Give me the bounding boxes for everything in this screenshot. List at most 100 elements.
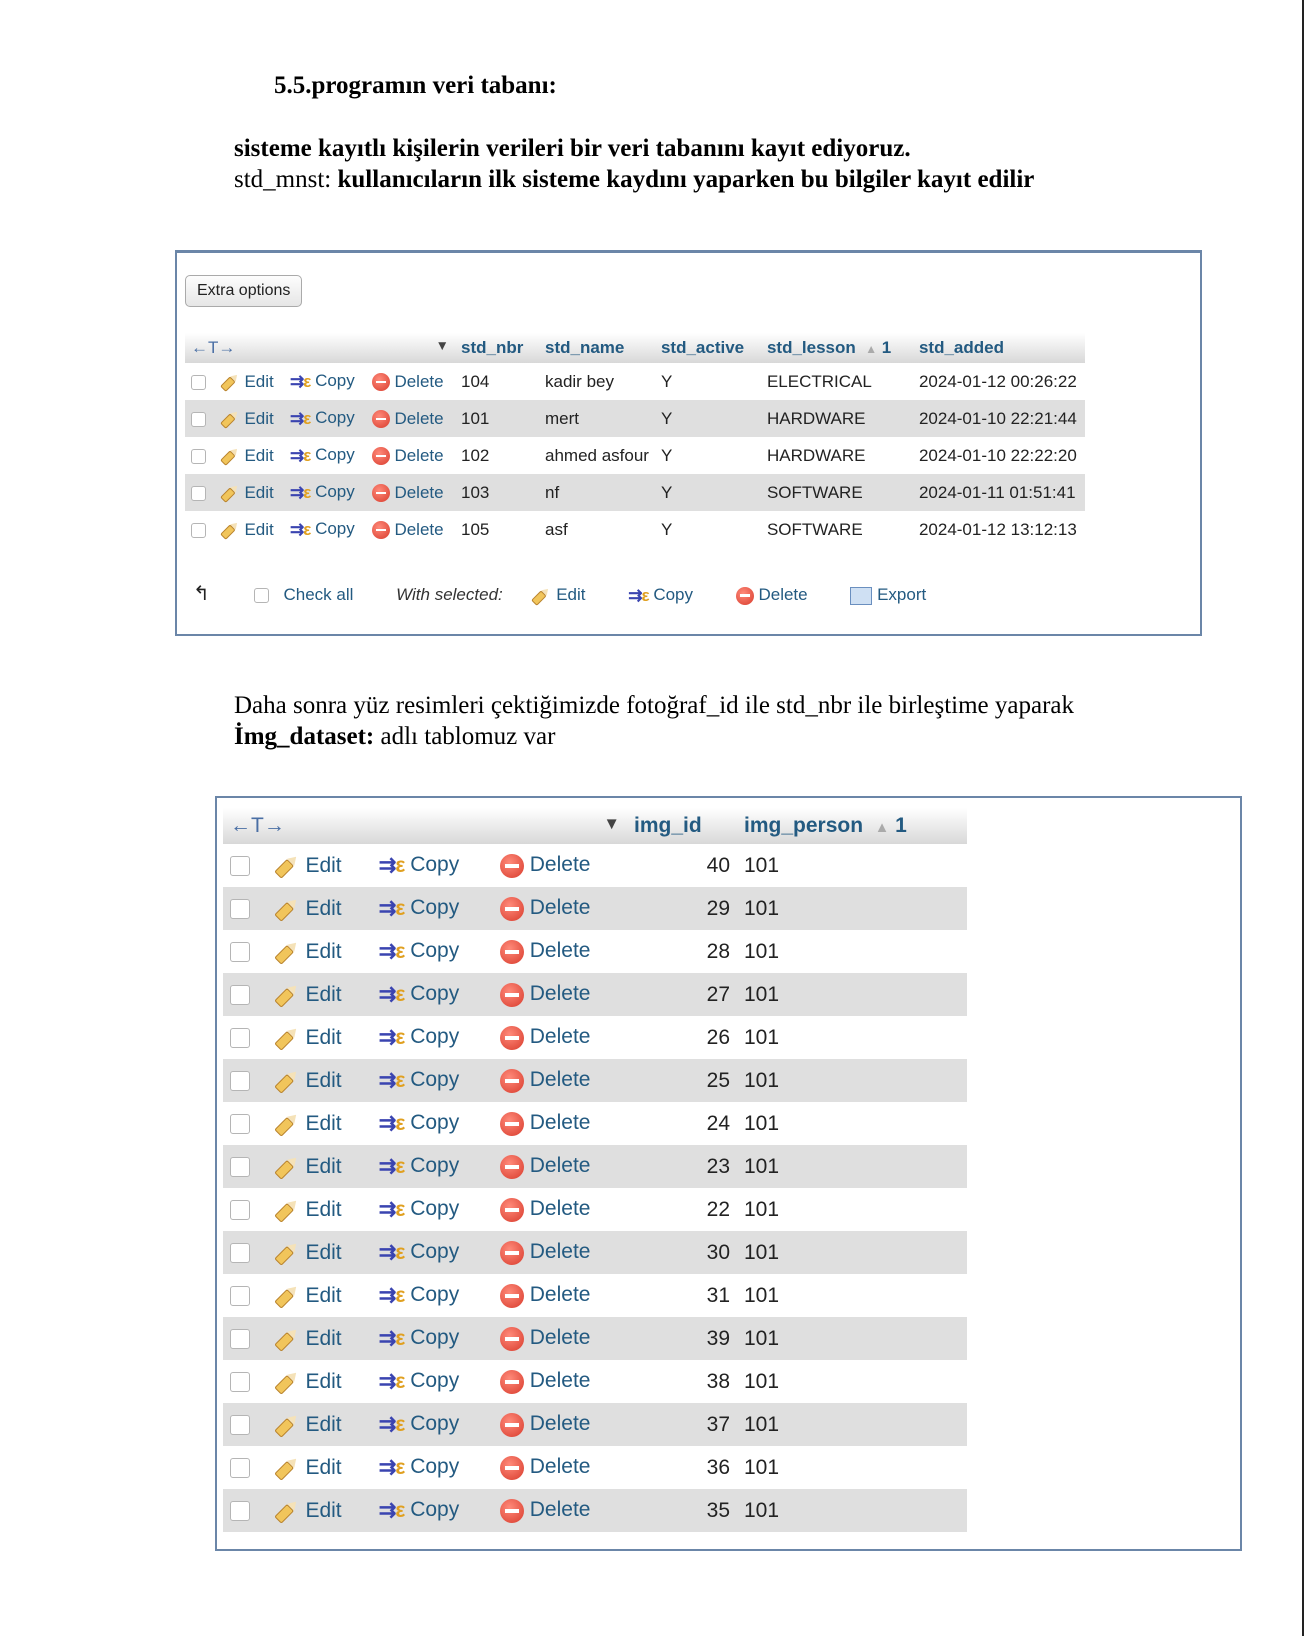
row-delete-link[interactable]: Delete [492, 1446, 627, 1489]
row-edit-link[interactable]: Edit [266, 1360, 372, 1403]
row-checkbox[interactable] [230, 1070, 250, 1091]
column-header-std-active[interactable]: std_active [654, 333, 761, 363]
row-checkbox[interactable] [230, 1285, 250, 1306]
row-delete-link[interactable]: Delete [492, 1403, 627, 1446]
row-copy-link[interactable]: ⇉ε Copy [371, 887, 493, 930]
row-copy-link[interactable]: ⇉ε Copy [371, 1016, 493, 1059]
row-checkbox[interactable] [230, 898, 250, 919]
row-edit-link[interactable]: Edit [266, 1145, 372, 1188]
row-edit-link[interactable]: Edit [266, 1231, 372, 1274]
row-copy-link[interactable]: ⇉ε Copy [371, 1317, 493, 1360]
row-checkbox[interactable] [230, 1156, 250, 1177]
row-edit-link[interactable]: Edit [266, 1016, 372, 1059]
row-copy-link[interactable]: ⇉ε Copy [371, 1446, 493, 1489]
row-checkbox[interactable] [230, 1027, 250, 1048]
row-copy-link[interactable]: ⇉ε Copy [284, 363, 366, 400]
row-checkbox[interactable] [191, 411, 206, 427]
column-header-std-name[interactable]: std_name [539, 333, 655, 363]
row-checkbox[interactable] [191, 448, 206, 464]
row-copy-link[interactable]: ⇉ε Copy [284, 400, 366, 437]
row-delete-link[interactable]: Delete [492, 1231, 627, 1274]
extra-options-button[interactable]: Extra options [185, 275, 303, 307]
bulk-delete-button[interactable]: Delete [735, 585, 808, 605]
row-copy-link[interactable]: ⇉ε Copy [371, 1102, 493, 1145]
row-copy-link[interactable]: ⇉ε Copy [371, 1231, 493, 1274]
row-checkbox[interactable] [230, 1500, 250, 1521]
row-delete-link[interactable]: Delete [492, 1059, 627, 1102]
row-delete-link[interactable]: Delete [365, 400, 455, 437]
row-copy-link[interactable]: ⇉ε Copy [284, 511, 366, 548]
row-checkbox[interactable] [191, 374, 206, 390]
row-delete-link[interactable]: Delete [365, 363, 455, 400]
row-delete-link[interactable]: Delete [492, 1360, 627, 1403]
column-header-img-id[interactable]: img_id [627, 808, 737, 844]
column-header-img-person[interactable]: img_person ▲ 1 [737, 808, 967, 844]
column-arrows-icon[interactable]: ←T→ [191, 338, 236, 357]
row-copy-link[interactable]: ⇉ε Copy [371, 1145, 493, 1188]
row-edit-link[interactable]: Edit [213, 363, 285, 400]
row-edit-link[interactable]: Edit [266, 973, 372, 1016]
row-checkbox[interactable] [230, 984, 250, 1005]
row-edit-link[interactable]: Edit [213, 474, 285, 511]
row-edit-link[interactable]: Edit [266, 1102, 372, 1145]
row-edit-link[interactable]: Edit [266, 887, 372, 930]
row-copy-link[interactable]: ⇉ε Copy [284, 437, 366, 474]
row-edit-link[interactable]: Edit [266, 930, 372, 973]
row-delete-link[interactable]: Delete [492, 1016, 627, 1059]
row-checkbox[interactable] [191, 485, 206, 501]
row-copy-link[interactable]: ⇉ε Copy [371, 1360, 493, 1403]
row-edit-link[interactable]: Edit [266, 1489, 372, 1532]
row-checkbox[interactable] [230, 1199, 250, 1220]
row-edit-link[interactable]: Edit [213, 400, 285, 437]
row-delete-link[interactable]: Delete [492, 887, 627, 930]
row-delete-link[interactable]: Delete [365, 474, 455, 511]
row-edit-link[interactable]: Edit [266, 1403, 372, 1446]
row-copy-link[interactable]: ⇉ε Copy [284, 474, 366, 511]
row-delete-link[interactable]: Delete [492, 1317, 627, 1360]
check-all-link[interactable]: Check all [283, 585, 354, 604]
row-checkbox[interactable] [230, 1328, 250, 1349]
row-delete-link[interactable]: Delete [492, 930, 627, 973]
check-all-checkbox[interactable] [253, 588, 269, 604]
row-checkbox[interactable] [191, 522, 206, 538]
row-checkbox[interactable] [230, 1371, 250, 1392]
row-checkbox[interactable] [230, 1113, 250, 1134]
row-checkbox[interactable] [230, 941, 250, 962]
row-edit-link[interactable]: Edit [266, 1446, 372, 1489]
column-header-std-lesson[interactable]: std_lesson ▲ 1 [760, 333, 913, 363]
row-edit-link[interactable]: Edit [213, 437, 285, 474]
row-delete-link[interactable]: Delete [492, 1145, 627, 1188]
row-delete-link[interactable]: Delete [492, 1274, 627, 1317]
row-copy-link[interactable]: ⇉ε Copy [371, 973, 493, 1016]
bulk-edit-button[interactable]: Edit [531, 585, 585, 604]
bulk-export-button[interactable]: Export [850, 585, 926, 605]
options-dropdown-icon[interactable]: ▼ [603, 814, 620, 833]
column-header-std-nbr[interactable]: std_nbr [455, 333, 539, 363]
row-edit-link[interactable]: Edit [266, 1188, 372, 1231]
options-dropdown-icon[interactable]: ▼ [435, 338, 449, 353]
row-copy-link[interactable]: ⇉ε Copy [371, 1489, 493, 1532]
row-copy-link[interactable]: ⇉ε Copy [371, 1188, 493, 1231]
row-copy-link[interactable]: ⇉ε Copy [371, 1059, 493, 1102]
bulk-copy-button[interactable]: ⇉ε Copy [628, 585, 693, 605]
column-header-std-added[interactable]: std_added [912, 333, 1085, 363]
row-copy-link[interactable]: ⇉ε Copy [371, 930, 493, 973]
row-delete-link[interactable]: Delete [365, 511, 455, 548]
row-edit-link[interactable]: Edit [266, 1317, 372, 1360]
row-copy-link[interactable]: ⇉ε Copy [371, 1274, 493, 1317]
row-edit-link[interactable]: Edit [266, 1059, 372, 1102]
row-delete-link[interactable]: Delete [492, 1188, 627, 1231]
column-arrows-icon[interactable]: ←T→ [230, 814, 285, 837]
row-checkbox[interactable] [230, 1414, 250, 1435]
row-delete-link[interactable]: Delete [492, 1102, 627, 1145]
row-checkbox[interactable] [230, 855, 250, 876]
row-delete-link[interactable]: Delete [492, 973, 627, 1016]
row-checkbox[interactable] [230, 1242, 250, 1263]
row-edit-link[interactable]: Edit [266, 844, 372, 887]
row-checkbox[interactable] [230, 1457, 250, 1478]
row-edit-link[interactable]: Edit [266, 1274, 372, 1317]
row-copy-link[interactable]: ⇉ε Copy [371, 844, 493, 887]
row-copy-link[interactable]: ⇉ε Copy [371, 1403, 493, 1446]
row-edit-link[interactable]: Edit [213, 511, 285, 548]
row-delete-link[interactable]: Delete [492, 844, 627, 887]
